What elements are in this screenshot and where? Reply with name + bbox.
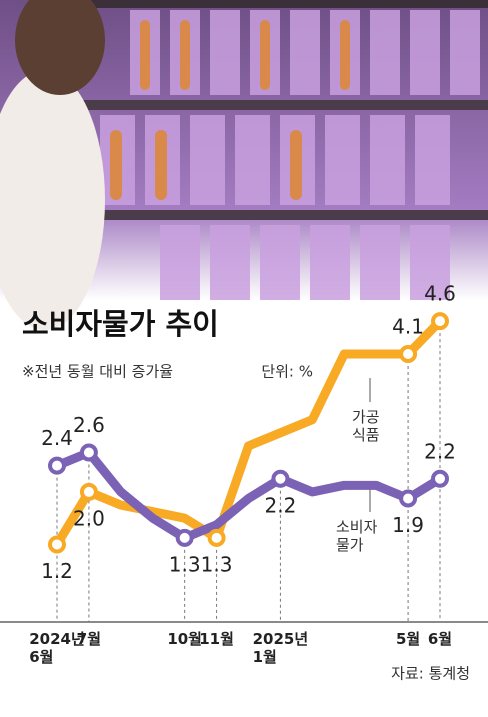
point xyxy=(431,469,449,488)
data-label: 4.6 xyxy=(424,282,456,306)
data-label: 2.6 xyxy=(73,413,105,437)
point xyxy=(48,535,66,554)
data-label: 2.2 xyxy=(265,493,297,517)
point xyxy=(79,443,98,462)
x-tick-label: 6월 xyxy=(427,630,453,648)
x-tick-label: 2024년 6월 xyxy=(29,630,85,666)
subtitle: ※전년 동월 대비 증가율 xyxy=(22,363,173,381)
data-label: 2.2 xyxy=(424,439,456,463)
photo xyxy=(0,0,488,330)
point xyxy=(271,469,290,488)
chart-title: 소비자물가 추이 xyxy=(22,307,219,341)
series-line xyxy=(55,448,443,543)
point xyxy=(207,528,226,547)
x-tick-label: 2025년 1월 xyxy=(252,630,309,666)
data-label: 1.9 xyxy=(392,513,424,537)
unit: 단위: % xyxy=(261,363,313,381)
data-label: 1.3 xyxy=(169,552,201,576)
source: 자료: 통계청 xyxy=(391,665,470,683)
point xyxy=(399,489,418,508)
series-label: 가공 식품 xyxy=(352,408,380,444)
point xyxy=(175,528,194,547)
series-label: 소비자 물가 xyxy=(336,518,378,554)
data-label: 1.3 xyxy=(201,552,233,576)
point xyxy=(399,344,418,363)
x-tick-label: 11월 xyxy=(199,630,234,648)
point xyxy=(48,456,66,475)
point xyxy=(79,482,98,501)
data-label: 1.2 xyxy=(41,559,73,583)
point xyxy=(431,312,449,331)
data-label: 4.1 xyxy=(392,314,424,338)
data-label: 2.4 xyxy=(41,426,73,450)
series-line xyxy=(53,318,444,547)
x-tick-label: 10월 xyxy=(167,630,202,648)
x-tick-label: 7월 xyxy=(76,630,102,648)
data-label: 2.0 xyxy=(73,506,105,530)
x-tick-label: 5월 xyxy=(395,630,421,648)
